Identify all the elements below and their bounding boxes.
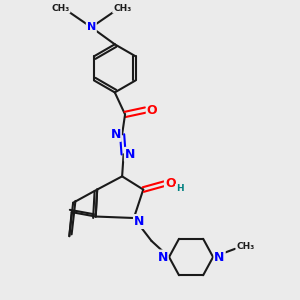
Text: N: N: [134, 215, 144, 228]
Text: N: N: [87, 22, 96, 32]
Text: N: N: [214, 250, 225, 263]
Text: H: H: [176, 184, 183, 194]
Text: CH₃: CH₃: [113, 4, 131, 13]
Text: O: O: [147, 103, 158, 116]
Text: O: O: [165, 177, 175, 190]
Text: CH₃: CH₃: [51, 4, 70, 13]
Text: N: N: [125, 148, 135, 161]
Text: N: N: [110, 128, 121, 141]
Text: N: N: [158, 250, 168, 263]
Text: CH₃: CH₃: [236, 242, 254, 251]
